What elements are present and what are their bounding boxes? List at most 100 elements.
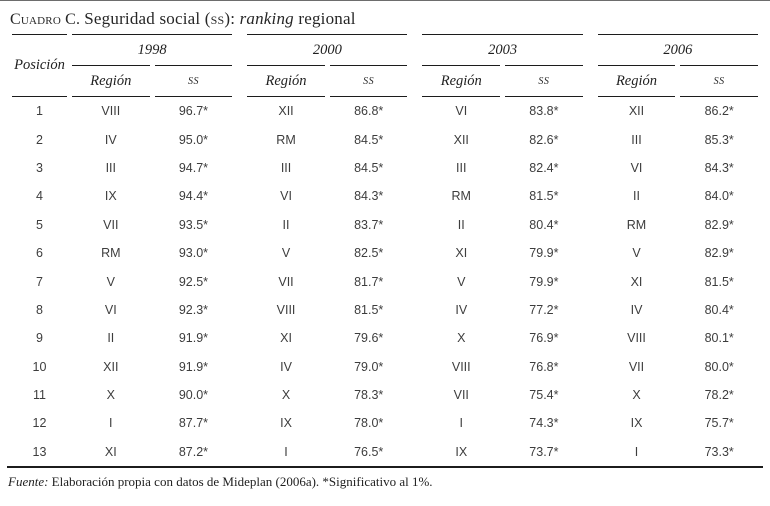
group-spacer — [237, 239, 242, 267]
rank-cell: 11 — [32, 388, 46, 403]
rank-cell: 13 — [32, 444, 47, 459]
ss-value-cell: 79.9* — [529, 274, 559, 289]
ss-value-cell: 84.3* — [704, 160, 734, 175]
region-cell: IV — [630, 302, 643, 317]
region-cell: I — [284, 444, 288, 459]
ss-value-cell: 73.3* — [704, 444, 734, 459]
rank-cell: 8 — [36, 302, 43, 317]
rank-cell: 3 — [36, 160, 43, 175]
ss-value-cell: 80.4* — [529, 217, 559, 232]
group-spacer — [237, 182, 242, 210]
region-cell: II — [457, 217, 465, 232]
ss-value-cell: 81.5* — [704, 274, 734, 289]
region-cell: IX — [455, 444, 468, 459]
group-spacer — [412, 211, 417, 239]
region-cell: IV — [280, 359, 292, 374]
region-cell: XII — [103, 359, 119, 374]
group-spacer — [412, 239, 417, 267]
table-body: 1 VIII 96.7* XII 86.8* VI 83.8* XII 86.2* 2 IV 95.0… — [12, 97, 758, 466]
column-header-ss: ss — [505, 65, 583, 97]
rank-cell: 10 — [32, 359, 47, 374]
group-spacer — [588, 154, 593, 182]
ss-value-cell: 82.9* — [704, 246, 734, 261]
ss-value-cell: 78.0* — [354, 416, 384, 431]
group-spacer — [412, 324, 417, 352]
ss-value-cell: 92.5* — [178, 274, 209, 289]
group-spacer — [237, 381, 242, 409]
region-cell: II — [633, 189, 640, 204]
region-cell: III — [631, 132, 642, 147]
table-row: 13 XI 87.2* I 76.5* IX 73.7* I 73.3* — [12, 438, 758, 466]
group-spacer — [237, 211, 242, 239]
region-cell: XII — [628, 104, 645, 119]
ss-value-cell: 83.8* — [529, 104, 559, 119]
ss-value-cell: 77.2* — [529, 302, 559, 317]
subheader-row: Región ss Región ss Región ss Región ss — [12, 65, 758, 97]
title-text-2: ): — [224, 9, 240, 28]
column-header-ss: ss — [680, 65, 758, 97]
column-header-ss: ss — [154, 65, 233, 97]
ss-value-cell: 81.5* — [354, 302, 384, 317]
rank-cell: 2 — [36, 132, 43, 147]
region-cell: III — [456, 160, 467, 175]
region-cell: I — [634, 444, 639, 459]
ss-value-cell: 92.3* — [178, 302, 209, 317]
year-header-2006: 2006 — [597, 34, 758, 65]
group-spacer — [412, 267, 417, 295]
ss-value-cell: 96.7* — [178, 104, 209, 119]
region-cell: XI — [455, 246, 468, 261]
column-header-region: Región — [71, 65, 150, 97]
group-spacer — [237, 34, 242, 97]
region-cell: XI — [280, 331, 292, 346]
region-cell: VIII — [627, 331, 646, 346]
group-spacer — [412, 97, 417, 125]
ss-value-cell: 80.4* — [704, 302, 734, 317]
ss-value-cell: 91.9* — [178, 331, 209, 346]
year-header-row: Posición 1998 2000 2003 2006 — [12, 34, 758, 97]
table-title: Cuadro C. Seguridad social (ss): ranking … — [10, 9, 763, 29]
ss-value-cell: 85.3* — [704, 132, 734, 147]
region-cell: V — [281, 246, 291, 261]
region-cell: XI — [104, 444, 117, 459]
region-cell: X — [281, 388, 291, 403]
group-spacer — [588, 97, 593, 125]
region-cell: IX — [630, 416, 643, 431]
region-cell: IX — [104, 189, 117, 204]
region-cell: II — [282, 217, 290, 232]
group-spacer — [412, 409, 417, 437]
region-cell: III — [280, 160, 292, 175]
ss-value-cell: 79.0* — [354, 359, 384, 374]
ss-value-cell: 87.7* — [178, 416, 209, 431]
group-spacer — [412, 296, 417, 324]
ss-value-cell: 84.5* — [354, 132, 384, 147]
rank-cell: 4 — [36, 189, 43, 204]
column-header-posicion: Posición — [12, 34, 67, 97]
column-header-region: Región — [597, 65, 676, 97]
group-spacer — [588, 296, 593, 324]
ss-value-cell: 74.3* — [529, 416, 559, 431]
group-spacer — [588, 324, 593, 352]
region-cell: VI — [630, 160, 643, 175]
region-cell: VII — [628, 359, 645, 374]
region-cell: VII — [453, 388, 469, 403]
table-row: 4 IX 94.4* VI 84.3* RM 81.5* II 84.0* — [12, 182, 758, 210]
table-row: 11 X 90.0* X 78.3* VII 75.4* X 78.2* — [12, 381, 758, 409]
ss-value-cell: 79.9* — [529, 246, 559, 261]
group-spacer — [588, 267, 593, 295]
region-cell: VI — [280, 189, 292, 204]
table-row: 8 VI 92.3* VIII 81.5* IV 77.2* IV 80.4* — [12, 296, 758, 324]
group-spacer — [237, 324, 242, 352]
ss-value-cell: 75.7* — [704, 416, 734, 431]
region-cell: RM — [276, 132, 296, 147]
ss-value-cell: 82.5* — [354, 246, 384, 261]
group-spacer — [412, 438, 417, 466]
group-spacer — [412, 182, 417, 210]
ss-value-cell: 78.2* — [704, 388, 734, 403]
source-note: Fuente: Elaboración propia con datos de … — [8, 474, 763, 490]
region-cell: XII — [278, 104, 294, 119]
year-header-1998: 1998 — [71, 34, 233, 65]
rank-cell: 7 — [36, 274, 43, 289]
ranking-table: Posición 1998 2000 2003 2006 Región ss R… — [7, 34, 763, 469]
group-spacer — [588, 438, 593, 466]
group-spacer — [412, 154, 417, 182]
